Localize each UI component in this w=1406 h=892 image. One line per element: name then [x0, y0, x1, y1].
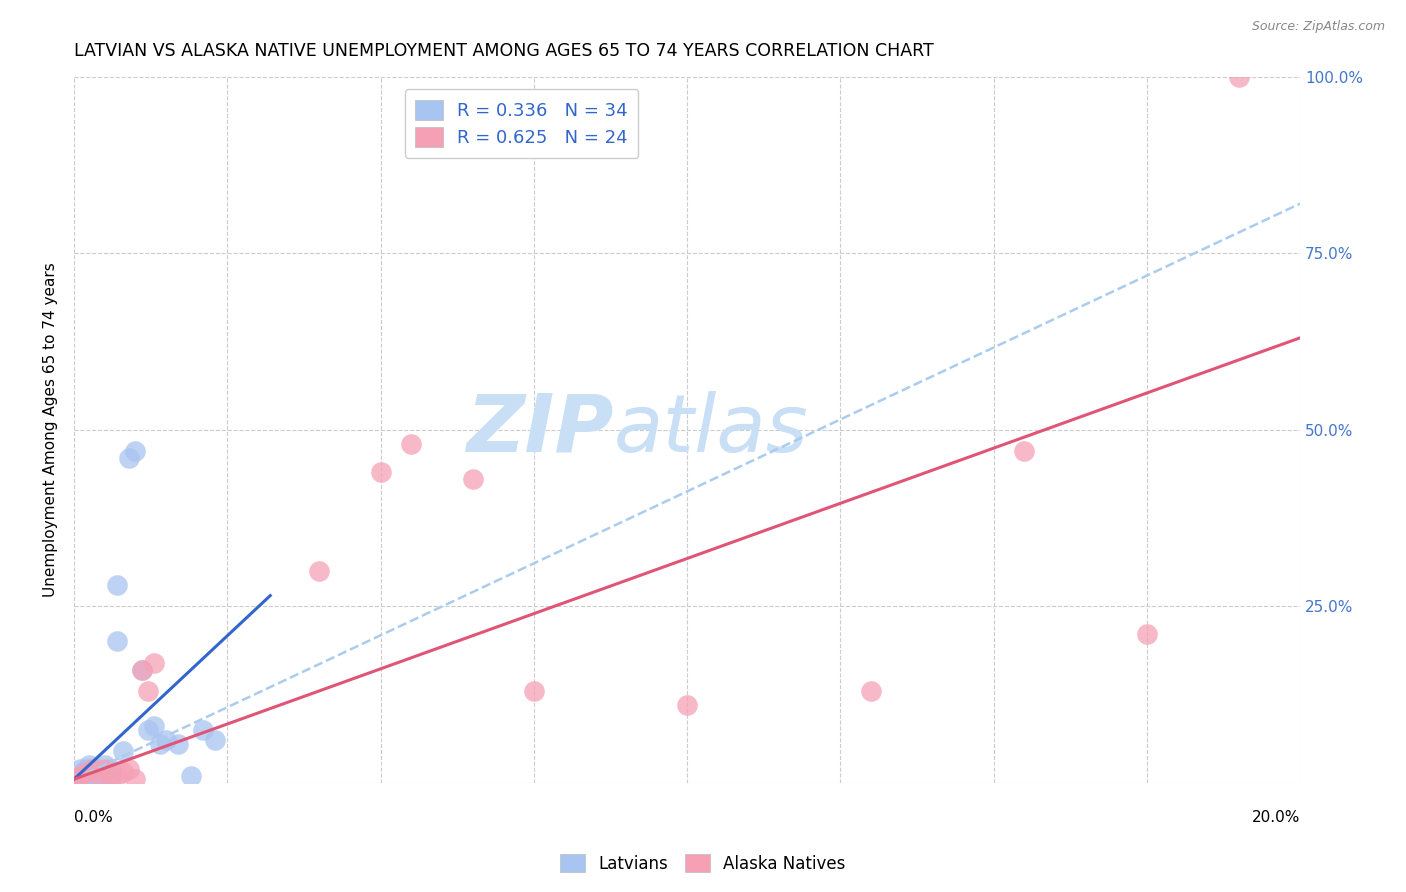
Point	[75, 769, 97, 783]
Point	[124, 772, 146, 787]
Point	[66, 772, 89, 787]
Point	[131, 663, 153, 677]
Point	[136, 684, 159, 698]
Point	[82, 762, 104, 776]
Point	[124, 443, 146, 458]
Point	[461, 472, 484, 486]
Point	[131, 663, 153, 677]
Point	[1012, 443, 1035, 458]
Point	[82, 772, 104, 787]
Text: ZIP: ZIP	[467, 391, 613, 468]
Point	[149, 737, 172, 751]
Point	[399, 437, 422, 451]
Point	[308, 564, 330, 578]
Point	[79, 758, 101, 772]
Point	[75, 765, 97, 780]
Point	[69, 762, 91, 776]
Point	[112, 744, 135, 758]
Point	[87, 769, 110, 783]
Point	[676, 698, 699, 712]
Point	[87, 769, 110, 783]
Point	[118, 450, 141, 465]
Point	[75, 772, 97, 787]
Text: LATVIAN VS ALASKA NATIVE UNEMPLOYMENT AMONG AGES 65 TO 74 YEARS CORRELATION CHAR: LATVIAN VS ALASKA NATIVE UNEMPLOYMENT AM…	[75, 42, 934, 60]
Point	[523, 684, 546, 698]
Text: 20.0%: 20.0%	[1251, 810, 1301, 824]
Point	[69, 769, 91, 783]
Point	[84, 765, 107, 780]
Point	[370, 465, 392, 479]
Point	[105, 634, 128, 648]
Point	[87, 762, 110, 776]
Legend: Latvians, Alaska Natives: Latvians, Alaska Natives	[554, 847, 852, 880]
Point	[105, 769, 128, 783]
Text: 0.0%: 0.0%	[75, 810, 112, 824]
Point	[167, 737, 190, 751]
Point	[142, 656, 165, 670]
Point	[118, 762, 141, 776]
Text: Source: ZipAtlas.com: Source: ZipAtlas.com	[1251, 20, 1385, 33]
Point	[82, 762, 104, 776]
Point	[136, 723, 159, 737]
Point	[105, 578, 128, 592]
Point	[1136, 627, 1159, 641]
Point	[859, 684, 882, 698]
Point	[180, 769, 202, 783]
Point	[93, 762, 115, 776]
Point	[72, 765, 94, 780]
Point	[112, 765, 135, 780]
Point	[191, 723, 214, 737]
Point	[82, 769, 104, 783]
Y-axis label: Unemployment Among Ages 65 to 74 years: Unemployment Among Ages 65 to 74 years	[44, 262, 58, 597]
Point	[1227, 70, 1250, 84]
Point	[66, 772, 89, 787]
Point	[204, 733, 226, 747]
Point	[155, 733, 177, 747]
Legend: R = 0.336   N = 34, R = 0.625   N = 24: R = 0.336 N = 34, R = 0.625 N = 24	[405, 89, 638, 158]
Point	[100, 772, 122, 787]
Point	[69, 769, 91, 783]
Point	[100, 769, 122, 783]
Point	[75, 762, 97, 776]
Point	[93, 765, 115, 780]
Point	[142, 719, 165, 733]
Point	[100, 762, 122, 776]
Point	[93, 758, 115, 772]
Point	[87, 772, 110, 787]
Text: atlas: atlas	[613, 391, 808, 468]
Point	[93, 772, 115, 787]
